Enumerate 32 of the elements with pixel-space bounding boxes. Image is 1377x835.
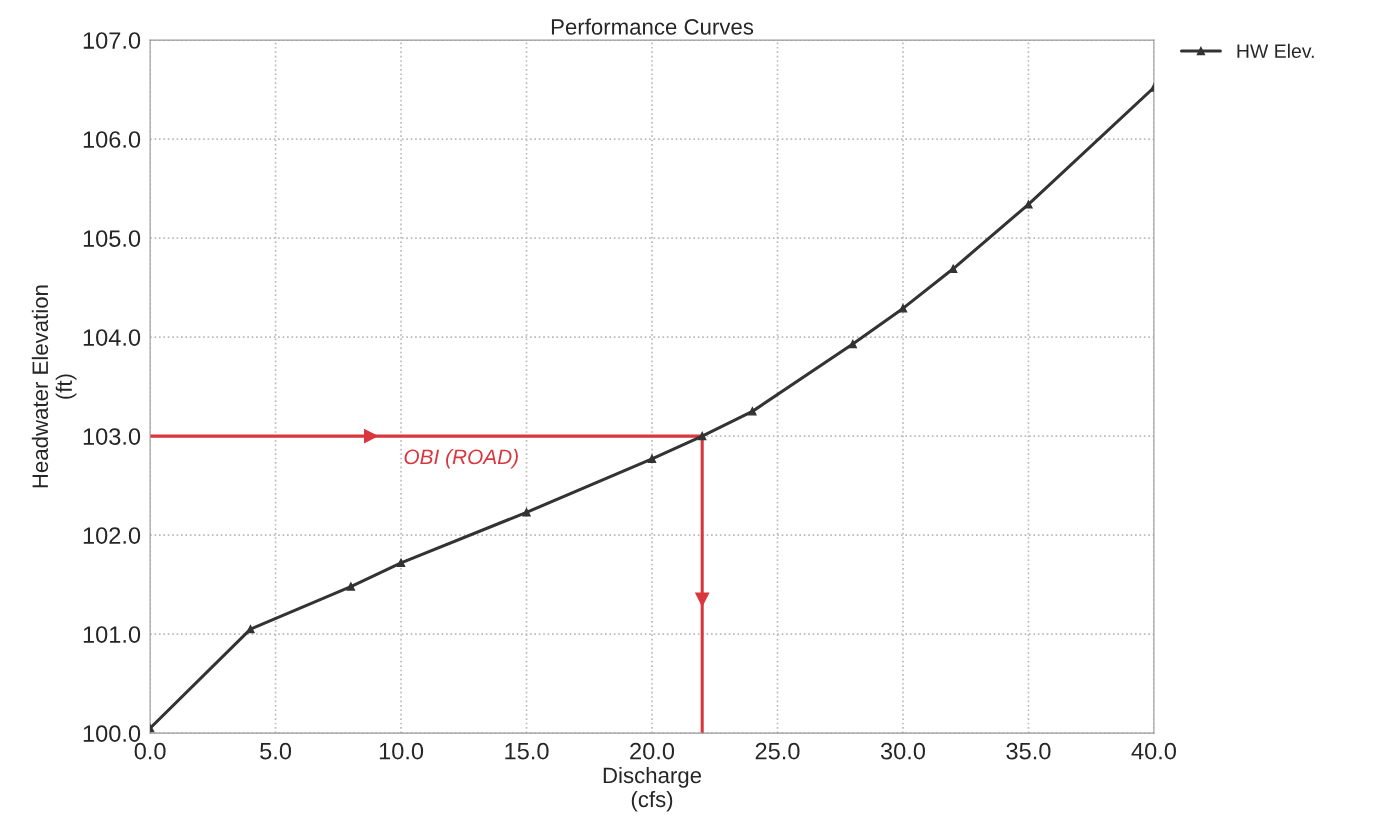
x-tick-label: 0.0	[134, 742, 166, 760]
y-tick-label: 103.0	[83, 428, 141, 445]
y-tick-label: 100.0	[83, 725, 141, 742]
x-tick-label: 15.0	[505, 742, 549, 760]
legend-label: HW Elev.	[1237, 43, 1314, 58]
x-tick-label: 5.0	[260, 742, 292, 760]
point	[1024, 200, 1033, 209]
point	[898, 304, 908, 313]
chart-title: Performance Curves	[551, 18, 754, 35]
x-tick-label: 30.0	[880, 742, 926, 760]
y-tick-label: 101.0	[83, 626, 141, 643]
y-tick-label: 106.0	[83, 131, 141, 148]
y-tick-label: 105.0	[83, 230, 141, 247]
point	[522, 508, 531, 517]
x-tick-label: 40.0	[1131, 742, 1176, 760]
point	[396, 558, 406, 568]
x-axis-title: Discharge (cfs)	[603, 766, 702, 812]
point	[848, 339, 857, 349]
y-tick-label: 104.0	[83, 329, 141, 346]
x-tick-label: 25.0	[755, 742, 800, 760]
point	[748, 407, 757, 416]
point	[698, 431, 707, 441]
point	[346, 582, 356, 591]
y-tick-label: 102.0	[83, 527, 141, 544]
y-axis-title: Headwater Elevation (ft)	[31, 285, 77, 488]
point	[647, 454, 657, 464]
x-tick-label: 10.0	[379, 742, 424, 760]
y-tick-label: 107.0	[83, 32, 141, 49]
x-tick-label: 20.0	[630, 742, 675, 760]
x-tick-label: 35.0	[1006, 742, 1051, 760]
point	[246, 625, 255, 634]
annotation: OBI (ROAD)	[404, 448, 518, 469]
